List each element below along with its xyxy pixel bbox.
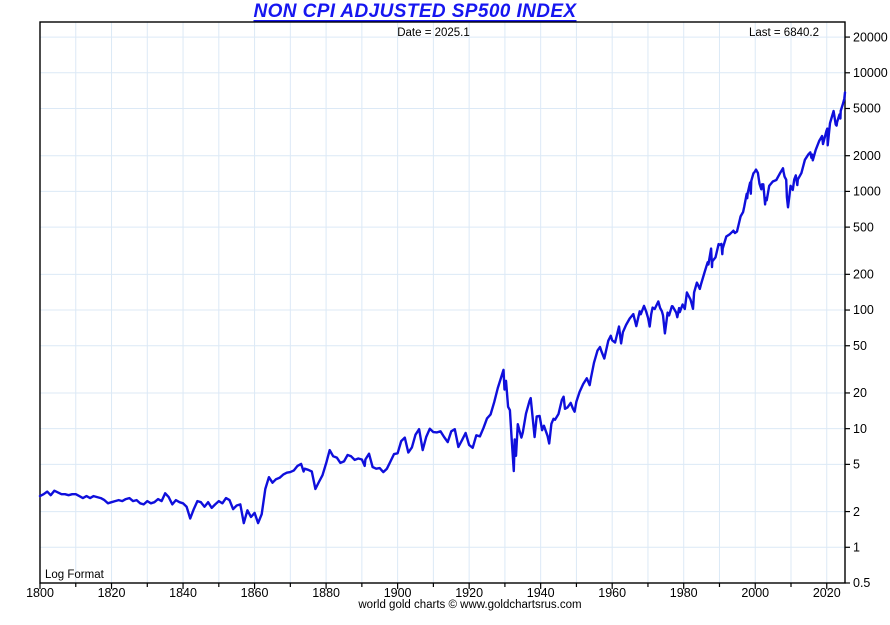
y-tick-label: 20000: [853, 30, 888, 44]
x-tick-label: 1940: [527, 586, 555, 600]
y-tick-label: 20: [853, 386, 867, 400]
last-annotation: Last = 6840.2: [749, 27, 819, 39]
gridlines: [40, 22, 845, 583]
plot-border: [39, 21, 846, 584]
y-tick-label: 5: [853, 458, 860, 472]
x-tick-label: 1960: [598, 586, 626, 600]
y-tick-label: 2: [853, 505, 860, 519]
y-tick-label: 10: [853, 422, 867, 436]
x-axis-labels: 1800 1820 1840 1860 1880 1900 1920 1940 1960 1980…: [26, 586, 841, 600]
x-tick-label: 2020: [813, 586, 841, 600]
x-tick-label: 1800: [26, 586, 54, 600]
y-tick-label: 5000: [853, 102, 881, 116]
log-format-label: Log Format: [45, 569, 105, 581]
y-tick-label: 50: [853, 339, 867, 353]
x-tick-label: 1880: [312, 586, 340, 600]
price-line: [38, 91, 847, 525]
footer-caption: world gold charts © www.goldchartsrus.co…: [357, 599, 581, 611]
y-axis-ticks: [845, 36, 850, 584]
y-tick-label: 0.5: [853, 576, 870, 590]
y-tick-label: 10000: [853, 66, 888, 80]
y-tick-label: 1: [853, 540, 860, 554]
y-tick-label: 1000: [853, 185, 881, 199]
y-tick-label: 100: [853, 303, 874, 317]
x-tick-label: 1980: [670, 586, 698, 600]
x-tick-label: 1840: [169, 586, 197, 600]
y-tick-label: 500: [853, 220, 874, 234]
x-tick-label: 1860: [241, 586, 269, 600]
y-tick-label: 2000: [853, 149, 881, 163]
x-tick-label: 1900: [384, 586, 412, 600]
y-axis-labels: 0.5 1 2 5 10 20 50 100 200 500 1000 2000 5000 10000 20…: [853, 30, 888, 590]
y-tick-label: 200: [853, 268, 874, 282]
chart-title: NON CPI ADJUSTED SP500 INDEX: [253, 1, 577, 22]
x-tick-label: 2000: [741, 586, 769, 600]
x-tick-label: 1820: [98, 586, 126, 600]
x-tick-label: 1920: [455, 586, 483, 600]
x-axis-ticks: [39, 583, 828, 589]
date-annotation: Date = 2025.1: [397, 27, 470, 39]
